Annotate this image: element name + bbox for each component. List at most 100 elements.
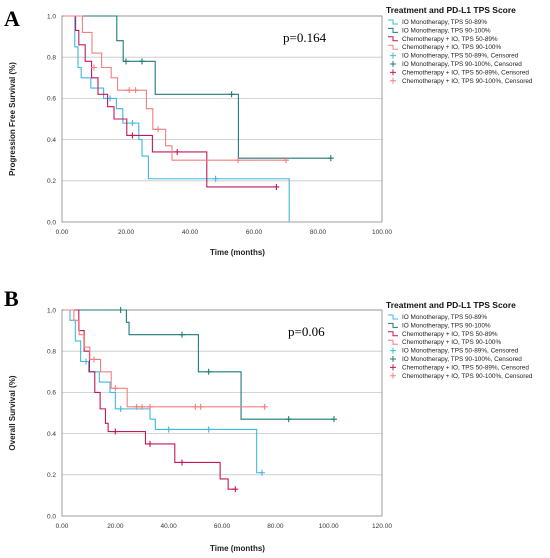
censor-mark — [179, 459, 185, 466]
censor-mark — [331, 416, 337, 423]
y-tick-label: 0.4 — [47, 137, 56, 144]
censor-mark — [261, 403, 268, 410]
censor-mark — [155, 126, 161, 133]
series-3 — [62, 309, 239, 493]
x-tick-label: 100.00 — [372, 229, 392, 236]
censor-mark — [179, 331, 185, 338]
legend-censor-icon — [390, 364, 396, 371]
panel-letter: B — [4, 286, 19, 311]
km-curve — [62, 309, 262, 474]
y-tick-label: 0.6 — [47, 390, 56, 397]
censor-mark — [197, 403, 204, 410]
legend-censor-icon — [390, 347, 396, 354]
censor-mark — [129, 120, 136, 127]
x-tick-label: 80.00 — [267, 523, 284, 530]
legend-item-label: Chemotherapy + IO, TPS 50-89%, Censored — [402, 364, 529, 371]
panel-letter: A — [4, 6, 20, 31]
censor-mark — [165, 426, 172, 433]
censor-mark — [129, 132, 136, 139]
censor-mark — [228, 91, 235, 98]
censor-mark — [192, 403, 199, 410]
legend: Treatment and PD-L1 TPS Score IO Monother… — [386, 300, 533, 380]
legend-item-label: Chemotherapy + IO, TPS 50-89% — [402, 36, 498, 43]
legend-item-label: Chemotherapy + IO, TPS 90-100% — [402, 339, 501, 346]
legend-item-label: IO Monotherapy, TPS 90-100%, Censored — [402, 356, 522, 363]
legend-title: Treatment and PD-L1 TPS Score — [386, 5, 516, 15]
legend-item-label: Chemotherapy + IO, TPS 90-100%, Censored — [402, 373, 533, 380]
censor-mark — [112, 385, 119, 392]
censor-mark — [91, 356, 97, 363]
legend-item-label: IO Monotherapy, TPS 90-100%, Censored — [402, 61, 522, 68]
x-tick-label: 80.00 — [310, 229, 327, 236]
y-tick-label: 0.4 — [47, 431, 56, 438]
legend-step-icon — [388, 36, 398, 42]
legend-item-label: Chemotherapy + IO, TPS 90-100% — [402, 44, 501, 51]
censor-mark — [139, 403, 145, 410]
legend-item-label: IO Monotherapy, TPS 50-89% — [402, 314, 487, 321]
x-tick-label: 40.00 — [161, 523, 178, 530]
legend-item-label: IO Monotherapy, TPS 50-89%, Censored — [402, 348, 519, 355]
y-tick-label: 0.2 — [47, 178, 56, 185]
censor-mark — [112, 428, 119, 435]
censor-mark — [235, 157, 241, 164]
series-3 — [62, 15, 280, 190]
legend-censor-icon — [390, 77, 396, 84]
panel-A: A 0.0 0.2 0.4 0.6 0.8 1.0 0.00 20.00 40.00 60.00 80… — [4, 5, 533, 257]
y-tick-label: 0.6 — [47, 96, 56, 103]
censor-mark — [83, 358, 89, 365]
series-4 — [63, 309, 268, 410]
censor-mark — [232, 486, 239, 493]
legend-item-label: Chemotherapy + IO, TPS 90-100%, Censored — [402, 78, 533, 85]
km-curve — [63, 309, 266, 408]
plot-frame — [61, 309, 383, 517]
censor-mark — [147, 403, 153, 410]
x-tick-label: 0.00 — [56, 229, 69, 236]
y-tick-label: 0.0 — [47, 219, 56, 226]
y-axis-label: Overall Survival (%) — [8, 375, 17, 450]
censor-mark — [205, 368, 212, 375]
x-tick-label: 120.00 — [372, 523, 392, 530]
legend-item-label: IO Monotherapy, TPS 50-89%, Censored — [402, 53, 519, 60]
series-4 — [63, 15, 289, 164]
censor-mark — [205, 426, 212, 433]
censor-mark — [133, 403, 140, 410]
censor-mark — [212, 175, 219, 182]
km-curve — [62, 15, 278, 188]
censor-mark — [174, 148, 181, 155]
legend-step-icon — [388, 339, 398, 345]
censor-mark — [147, 440, 153, 447]
censor-mark — [117, 405, 124, 412]
x-tick-label: 100.00 — [319, 523, 339, 530]
legend-item-label: IO Monotherapy, TPS 90-100% — [402, 322, 491, 329]
legend-item-label: IO Monotherapy, TPS 50-89% — [402, 19, 487, 26]
series-1 — [62, 15, 290, 222]
legend-item-label: Chemotherapy + IO, TPS 50-89% — [402, 331, 498, 338]
censor-mark — [117, 307, 124, 313]
x-tick-label: 0.00 — [56, 523, 69, 530]
legend-step-icon — [388, 19, 398, 25]
legend-step-icon — [388, 314, 398, 320]
x-tick-label: 60.00 — [214, 523, 231, 530]
legend-censor-icon — [390, 52, 396, 59]
censor-mark — [132, 87, 139, 94]
km-curve — [62, 15, 290, 222]
y-tick-label: 0.8 — [47, 55, 56, 62]
x-axis-label: Time (months) — [210, 544, 265, 553]
y-tick-label: 0.8 — [47, 349, 56, 356]
series-2 — [62, 307, 337, 423]
censor-mark — [139, 58, 145, 65]
legend-step-icon — [388, 44, 398, 50]
y-axis-label: Progression Free Survival (%) — [8, 62, 17, 176]
x-axis-label: Time (months) — [210, 248, 265, 257]
y-tick-label: 0.0 — [47, 513, 56, 520]
x-tick-label: 40.00 — [182, 229, 199, 236]
p-value-annotation: p=0.164 — [283, 30, 327, 45]
legend-censor-icon — [390, 61, 396, 67]
censor-mark — [126, 87, 133, 94]
legend-step-icon — [388, 322, 398, 328]
censor-mark — [123, 58, 129, 65]
legend-censor-icon — [390, 356, 396, 362]
censor-mark — [273, 183, 280, 190]
plot-frame — [61, 15, 383, 223]
